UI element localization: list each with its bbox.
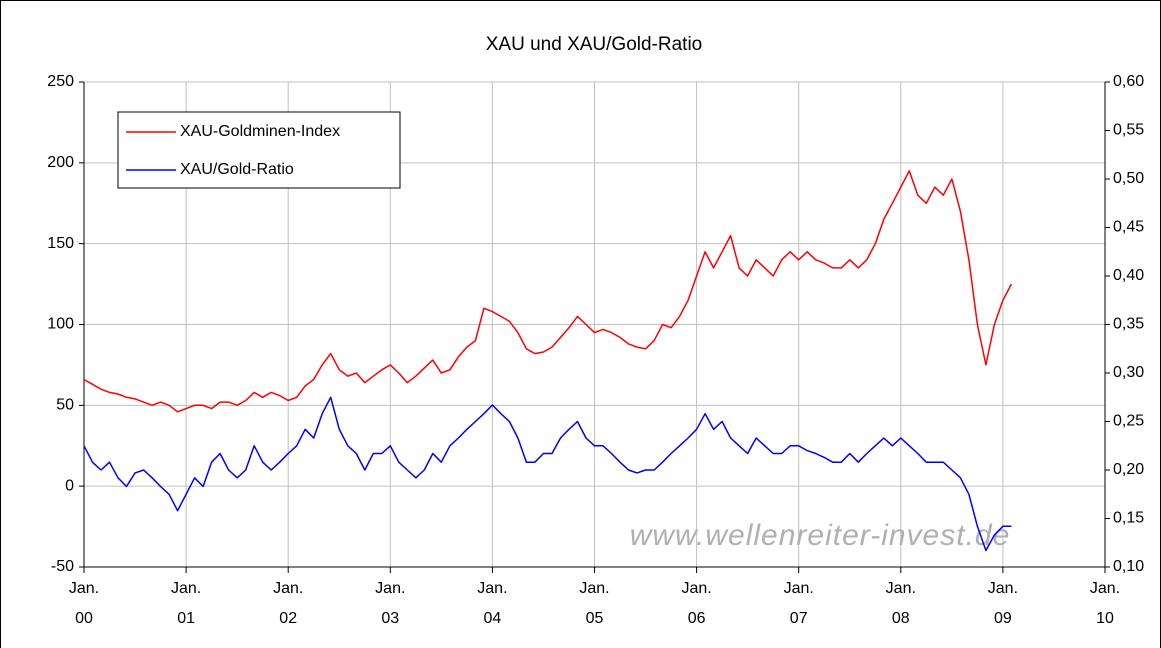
legend-box [117,111,401,189]
legend-label: XAU-Goldminen-Index [180,123,340,140]
watermark: www.wellenreiter-invest.de [630,519,1011,552]
y-tick-label: 150 [47,235,74,252]
y2-tick-label: 0,40 [1113,267,1144,284]
y2-tick-label: 0,25 [1113,413,1144,430]
y-tick-label: 100 [47,316,74,333]
y2-tick-label: 0,45 [1113,219,1144,236]
x-tick-label: Jan. 07 [784,580,814,627]
y2-tick-label: 0,30 [1113,364,1144,381]
y-tick-label: 200 [47,154,74,171]
y2-tick-label: 0,15 [1113,510,1144,527]
series-line [83,170,1013,413]
x-tick-label: Jan. 06 [681,580,711,627]
y-tick-label: -50 [51,558,74,575]
y2-tick-label: 0,20 [1113,461,1144,478]
x-tick-label: Jan. 09 [988,580,1018,627]
x-tick-label: Jan. 10 [1090,580,1120,627]
x-tick-label: Jan. 03 [375,580,405,627]
x-tick-label: Jan. 02 [273,580,303,627]
y2-tick-label: 0,35 [1113,316,1144,333]
x-tick-label: Jan. 05 [579,580,609,627]
x-tick-label: Jan. 00 [69,580,99,627]
y-tick-label: 50 [56,397,74,414]
y2-tick-label: 0,50 [1113,170,1144,187]
legend-label: XAU/Gold-Ratio [180,161,294,178]
y-tick-label: 0 [65,477,74,494]
y2-tick-label: 0,60 [1113,73,1144,90]
chart-title: XAU und XAU/Gold-Ratio [486,34,703,55]
x-tick-label: Jan. 08 [886,580,916,627]
series-line [83,396,1012,552]
x-tick-label: Jan. 04 [477,580,507,627]
y2-tick-label: 0,55 [1113,122,1144,139]
y2-tick-label: 0,10 [1113,558,1144,575]
x-tick-label: Jan. 01 [171,580,201,627]
y-tick-label: 250 [47,73,74,90]
